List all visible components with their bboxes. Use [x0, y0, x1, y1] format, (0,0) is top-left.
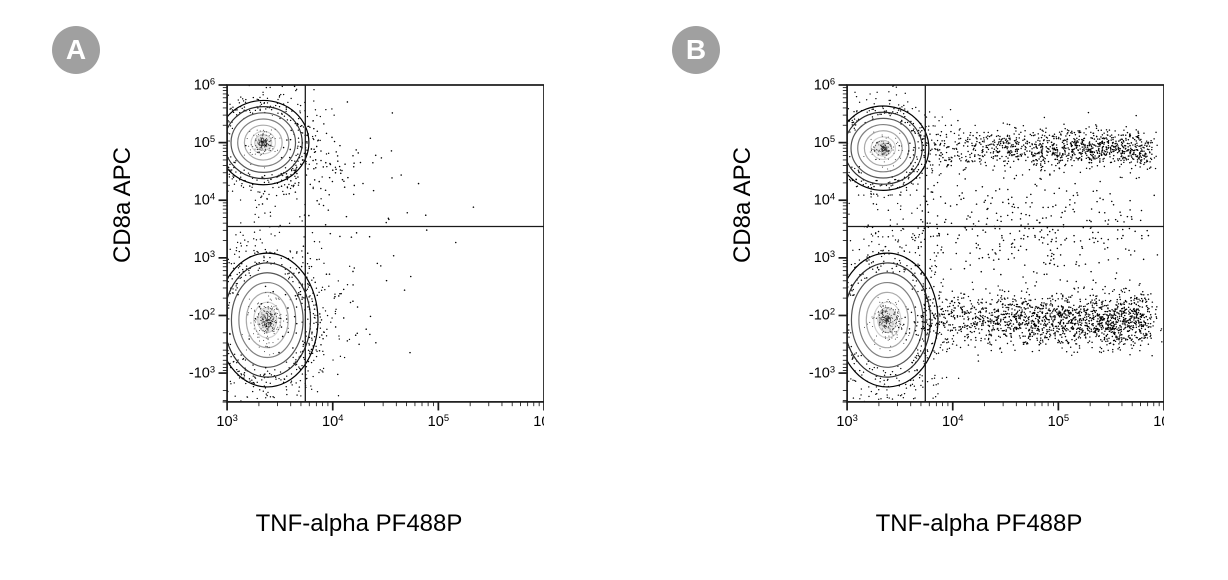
svg-text:-102: -102	[189, 305, 215, 324]
figure-container: A CD8a APC 103 104 105 106 -103 -102 103 104 105…	[0, 0, 1228, 580]
svg-text:104: 104	[194, 190, 215, 209]
x-axis-label: TNF-alpha PF488P	[794, 510, 1164, 538]
svg-text:104: 104	[322, 411, 343, 430]
panel-a: A CD8a APC 103 104 105 106 -103 -102 103 104 105…	[44, 20, 564, 560]
plot-a-holder: 103 104 105 106 -103 -102 103 104 105 106	[174, 55, 544, 473]
svg-text:105: 105	[428, 411, 449, 430]
svg-text:106: 106	[533, 411, 544, 430]
panel-badge-a: A	[52, 26, 100, 74]
scatter-plot-b: 103104105106-103-102103104105106	[794, 55, 1164, 473]
svg-text:-103: -103	[189, 363, 215, 382]
y-axis-label: CD8a APC	[729, 75, 757, 335]
svg-text:103: 103	[194, 248, 215, 267]
svg-text:106: 106	[194, 75, 215, 94]
svg-text:103: 103	[216, 411, 237, 430]
panel-b: B CD8a APC 103104105106-103-102103104105…	[664, 20, 1184, 560]
x-axis-label: TNF-alpha PF488P	[174, 510, 544, 538]
panel-badge-b: B	[672, 26, 720, 74]
svg-text:105: 105	[194, 132, 215, 151]
scatter-plot-a: 103 104 105 106 -103 -102 103 104 105 106	[174, 55, 544, 473]
y-axis-label: CD8a APC	[109, 75, 137, 335]
plot-b-holder: 103104105106-103-102103104105106	[794, 55, 1164, 473]
